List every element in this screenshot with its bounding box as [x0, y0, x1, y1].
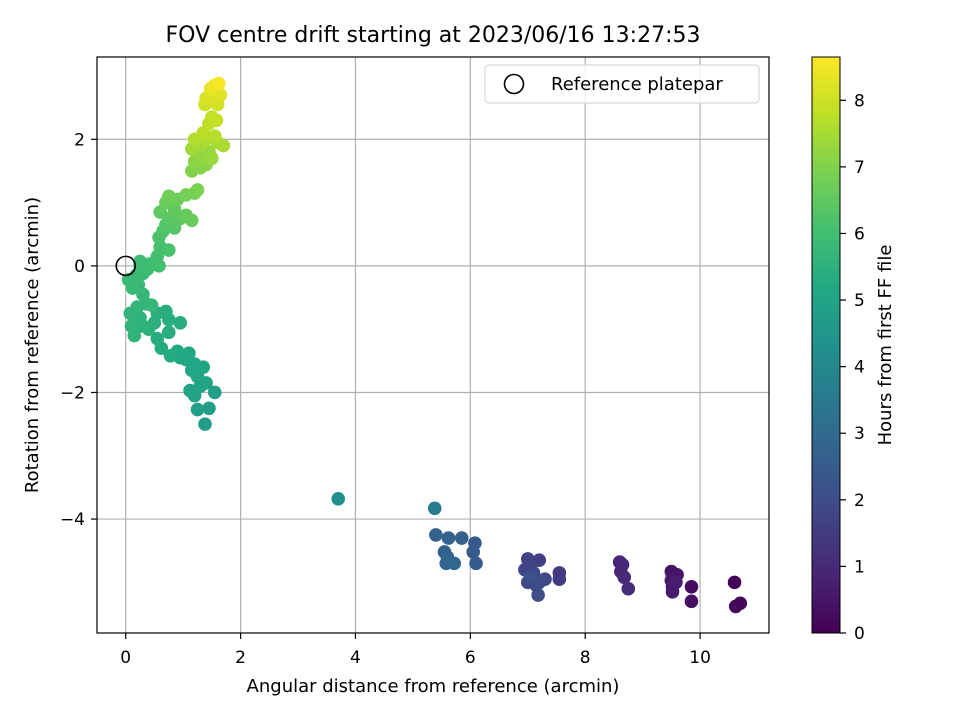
data-point	[184, 213, 199, 228]
data-point	[454, 531, 469, 545]
data-point	[190, 402, 205, 417]
data-point	[727, 575, 742, 590]
data-point	[161, 189, 176, 204]
data-point	[621, 581, 636, 596]
colorbar-gradient	[811, 56, 841, 634]
x-axis-label: Angular distance from reference (arcmin)	[247, 676, 620, 697]
reference-platepar-marker	[115, 255, 137, 277]
x-ticks: 0 2 4 6 8 10	[120, 633, 711, 668]
colorbar-tick-label: 8	[854, 91, 865, 111]
data-point	[173, 316, 188, 330]
y-axis-label: Rotation from reference (arcmin)	[22, 197, 43, 493]
data-point	[207, 129, 222, 143]
data-point	[466, 545, 481, 559]
legend-entry-reference: Reference platepar	[551, 74, 723, 95]
data-point	[429, 528, 443, 542]
x-tick-label: 6	[465, 648, 476, 668]
data-point	[161, 243, 176, 257]
data-point	[669, 575, 683, 590]
colorbar-ticks: 0 1 2 3 4 5 6 7 8	[840, 91, 865, 644]
colorbar-tick-label: 5	[854, 291, 865, 311]
y-tick-label: 2	[74, 130, 85, 150]
data-point	[205, 151, 219, 166]
colorbar: 0 1 2 3 4 5 6 7 8 Hours from first FF file	[811, 56, 896, 644]
colorbar-tick-label: 1	[854, 557, 865, 577]
data-point	[216, 138, 231, 153]
legend-reference-marker	[503, 73, 525, 95]
legend: Reference platepar	[484, 64, 760, 104]
y-tick-label: 0	[74, 257, 85, 277]
y-tick-label: −2	[60, 383, 85, 403]
colorbar-tick-label: 0	[854, 624, 865, 644]
data-point	[190, 183, 205, 197]
data-point	[684, 594, 699, 609]
colorbar-tick-label: 4	[854, 358, 865, 378]
data-point	[427, 501, 442, 516]
y-ticks: −4 −2 0 2	[60, 130, 97, 530]
data-point	[469, 556, 483, 571]
x-tick-label: 4	[350, 648, 361, 668]
data-point	[531, 588, 545, 602]
data-point	[207, 385, 222, 400]
data-point	[209, 113, 224, 128]
data-point	[183, 383, 197, 398]
x-tick-label: 8	[580, 648, 591, 668]
chart-title: FOV centre drift starting at 2023/06/16 …	[166, 23, 701, 48]
data-point	[124, 319, 139, 333]
legend-box	[484, 64, 760, 104]
data-point	[163, 348, 178, 363]
grid	[97, 57, 769, 633]
data-point	[331, 492, 346, 506]
data-point	[150, 331, 165, 346]
colorbar-tick-label: 2	[854, 491, 865, 511]
x-tick-label: 0	[120, 648, 131, 668]
data-point	[144, 298, 159, 312]
data-point	[202, 401, 216, 416]
data-point	[198, 417, 212, 431]
colorbar-tick-label: 7	[854, 158, 865, 178]
data-point	[211, 76, 226, 91]
data-point	[728, 599, 743, 614]
data-point	[552, 572, 567, 586]
data-point	[684, 579, 699, 594]
colorbar-tick-label: 6	[854, 224, 865, 244]
data-point	[447, 556, 462, 571]
y-tick-label: −4	[60, 510, 85, 530]
scatter-points	[121, 76, 748, 614]
colorbar-tick-label: 3	[854, 424, 865, 444]
data-point	[441, 531, 456, 545]
data-point	[523, 569, 538, 583]
colorbar-label: Hours from first FF file	[875, 245, 896, 446]
plot-frame	[96, 56, 770, 634]
x-tick-label: 2	[235, 648, 246, 668]
data-point	[617, 570, 632, 585]
x-tick-label: 10	[689, 648, 711, 668]
data-point	[161, 325, 176, 340]
